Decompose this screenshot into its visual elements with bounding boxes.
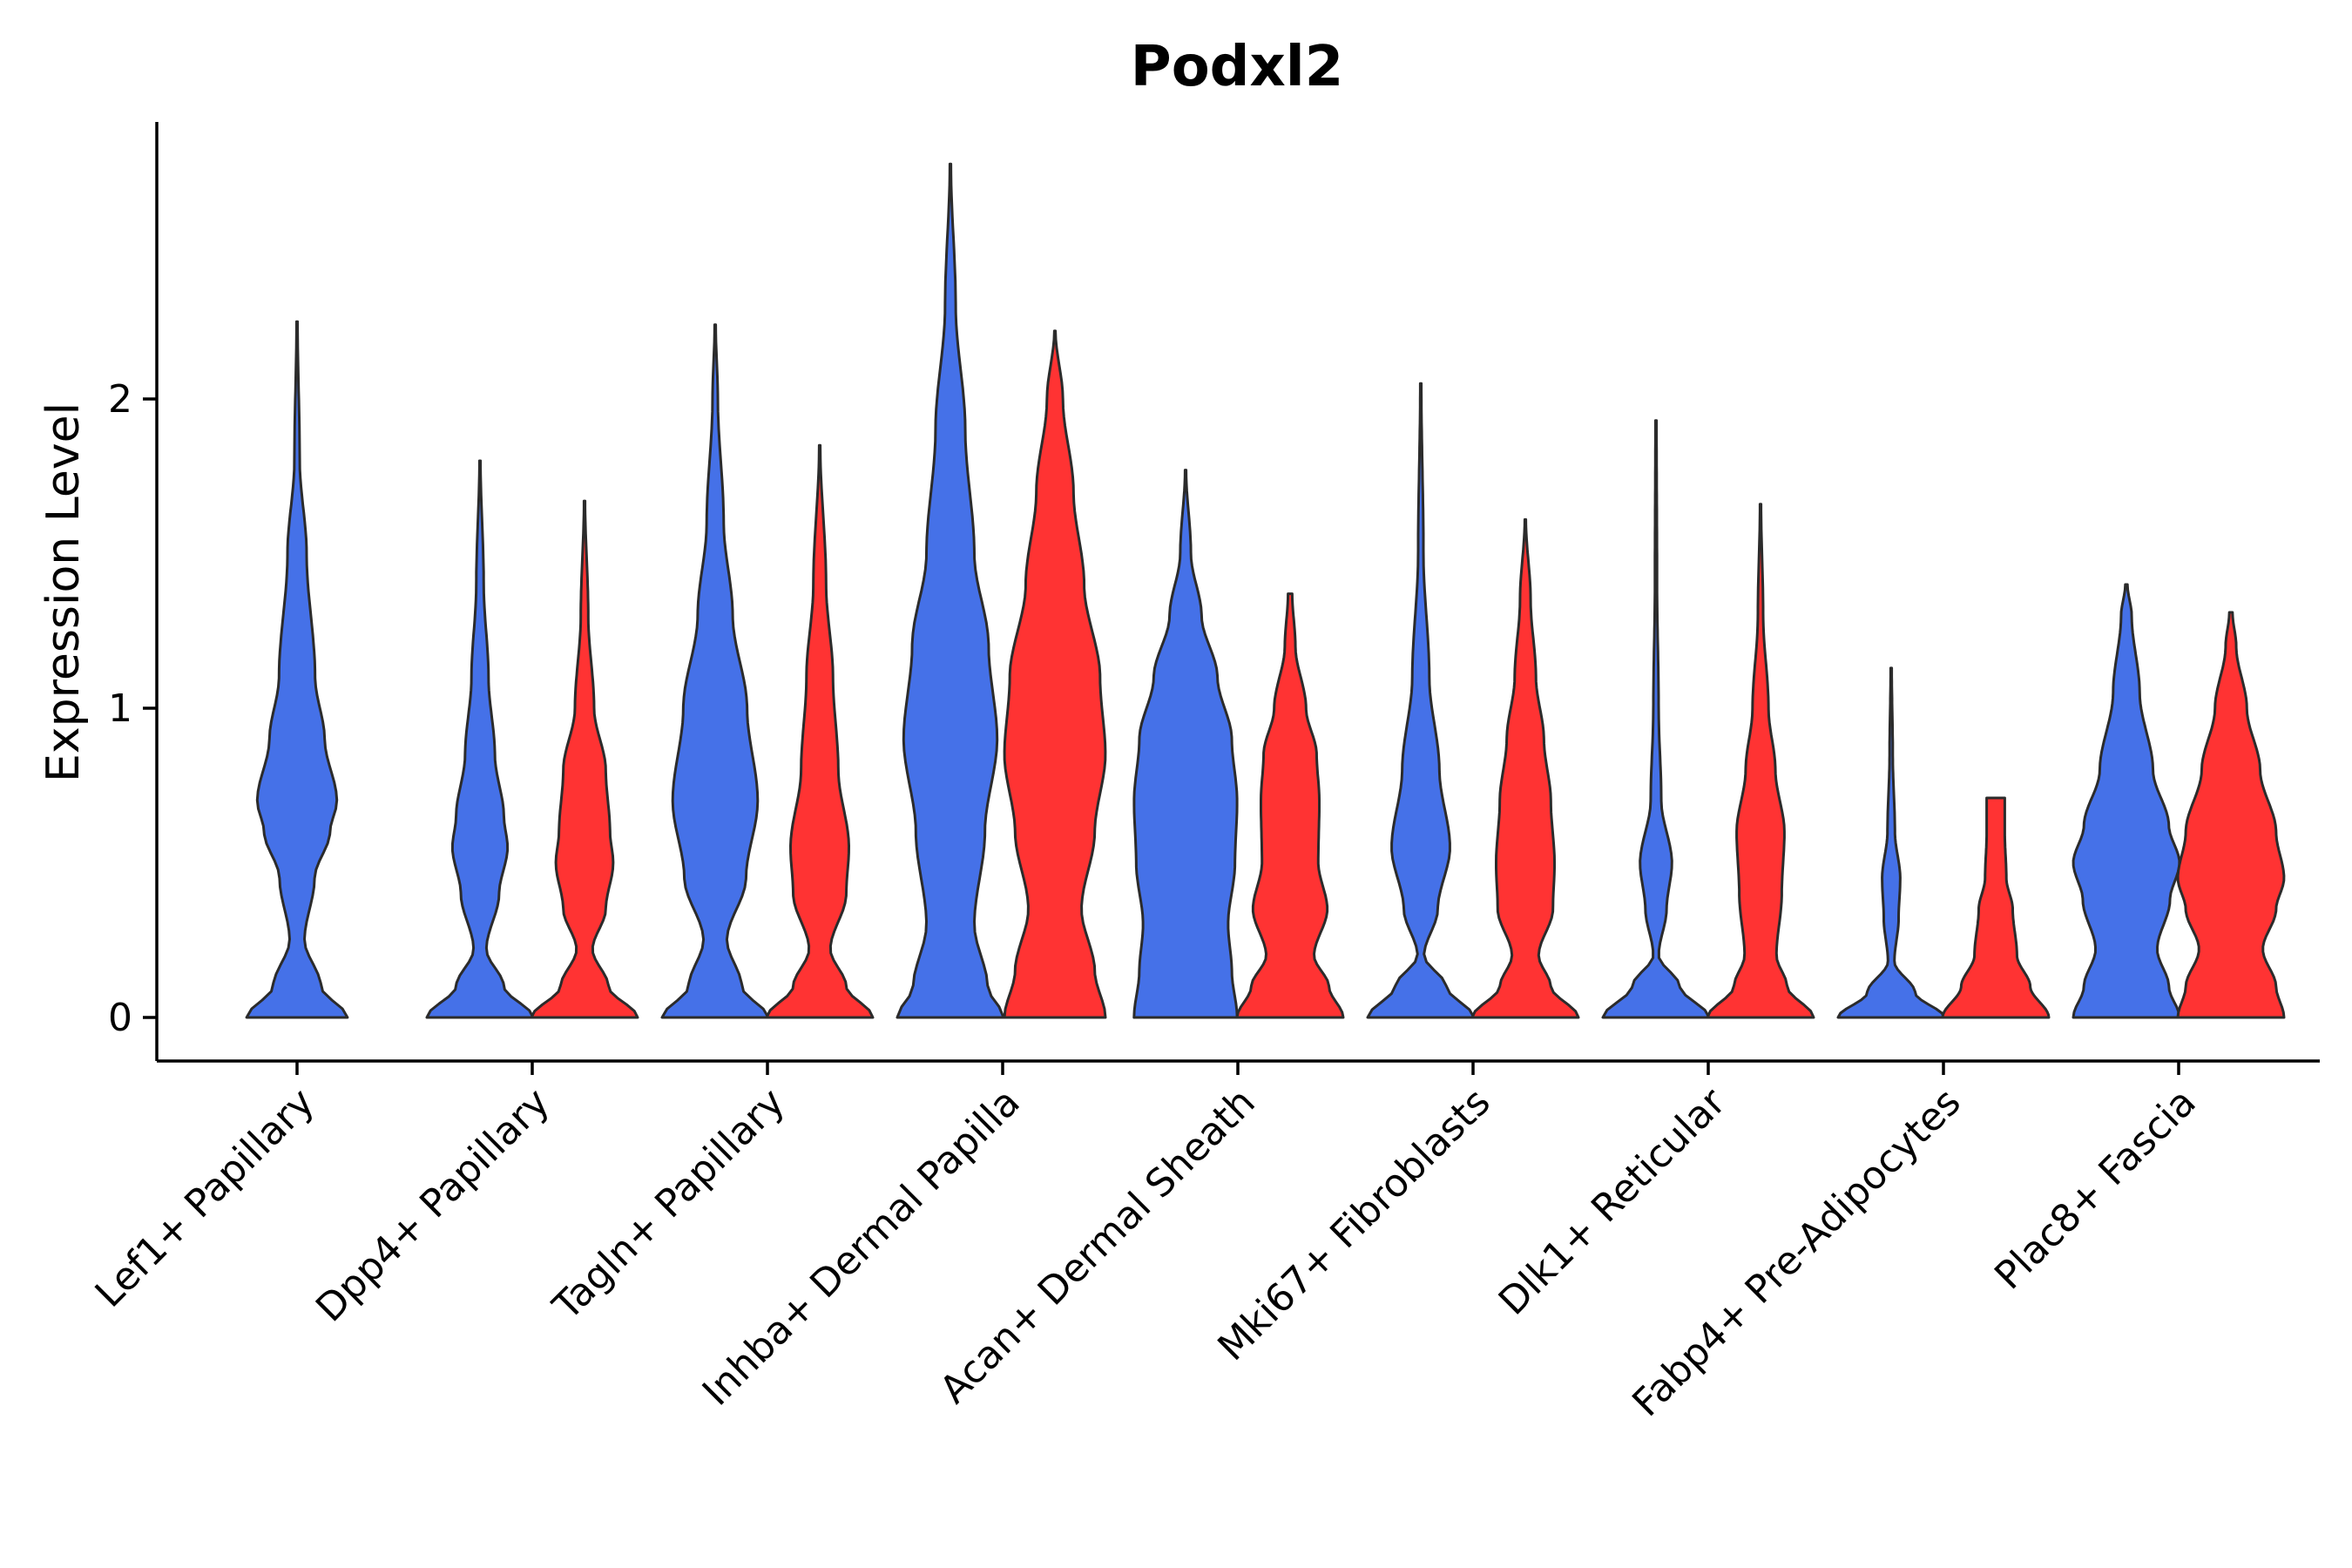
violin-dlk1-reticular-group-1: [1601, 419, 1711, 1019]
violin-mki67-fibroblasts-group-1: [1366, 382, 1476, 1019]
violin-mki67-fibroblasts-group-2: [1470, 517, 1580, 1019]
violin-dpp4-papillary-group-1: [425, 459, 535, 1019]
violin-acan-dermal-sheath-group-1: [1132, 469, 1239, 1019]
violin-dlk1-reticular-group-2: [1706, 503, 1815, 1019]
violin-tagln-papillary-group-1: [660, 323, 770, 1019]
violin-inhba-dermal-papilla-group-1: [896, 162, 1005, 1019]
violin-fabp4-pre-adipocytes-group-1: [1836, 666, 1946, 1019]
x-tick-label: Dpp4+ Papillary: [308, 1080, 558, 1331]
y-tick-label: 0: [108, 996, 132, 1040]
violin-dpp4-papillary-group-2: [530, 499, 639, 1019]
chart-title: Podxl2: [1131, 35, 1343, 99]
violin-plac8-fascia-group-1: [2072, 583, 2181, 1019]
x-tick-label: Lef1+ Papillary: [87, 1080, 323, 1316]
y-tick-label: 2: [108, 377, 132, 422]
x-tick-label: Dlk1+ Reticular: [1490, 1079, 1735, 1324]
x-tick-label: Mki67+ Fibroblasts: [1209, 1080, 1498, 1369]
violin-tagln-papillary-group-2: [765, 443, 875, 1019]
violin-fabp4-pre-adipocytes-group-2: [1941, 796, 2051, 1019]
violin-acan-dermal-sheath-group-2: [1235, 592, 1345, 1019]
violin-layer: [245, 162, 2286, 1019]
y-ticks: 0 1 2: [108, 377, 157, 1040]
x-tick-label: Plac8+ Fascia: [1986, 1080, 2205, 1299]
y-tick-label: 1: [108, 686, 132, 731]
violin-inhba-dermal-papilla-group-2: [1003, 329, 1107, 1019]
x-tick-label: Tagln+ Papillary: [544, 1080, 794, 1329]
violin-lef1-papillary-group-1: [245, 320, 349, 1019]
violin-plac8-fascia-group-2: [2176, 611, 2286, 1019]
y-axis-label: Expression Level: [37, 402, 90, 782]
